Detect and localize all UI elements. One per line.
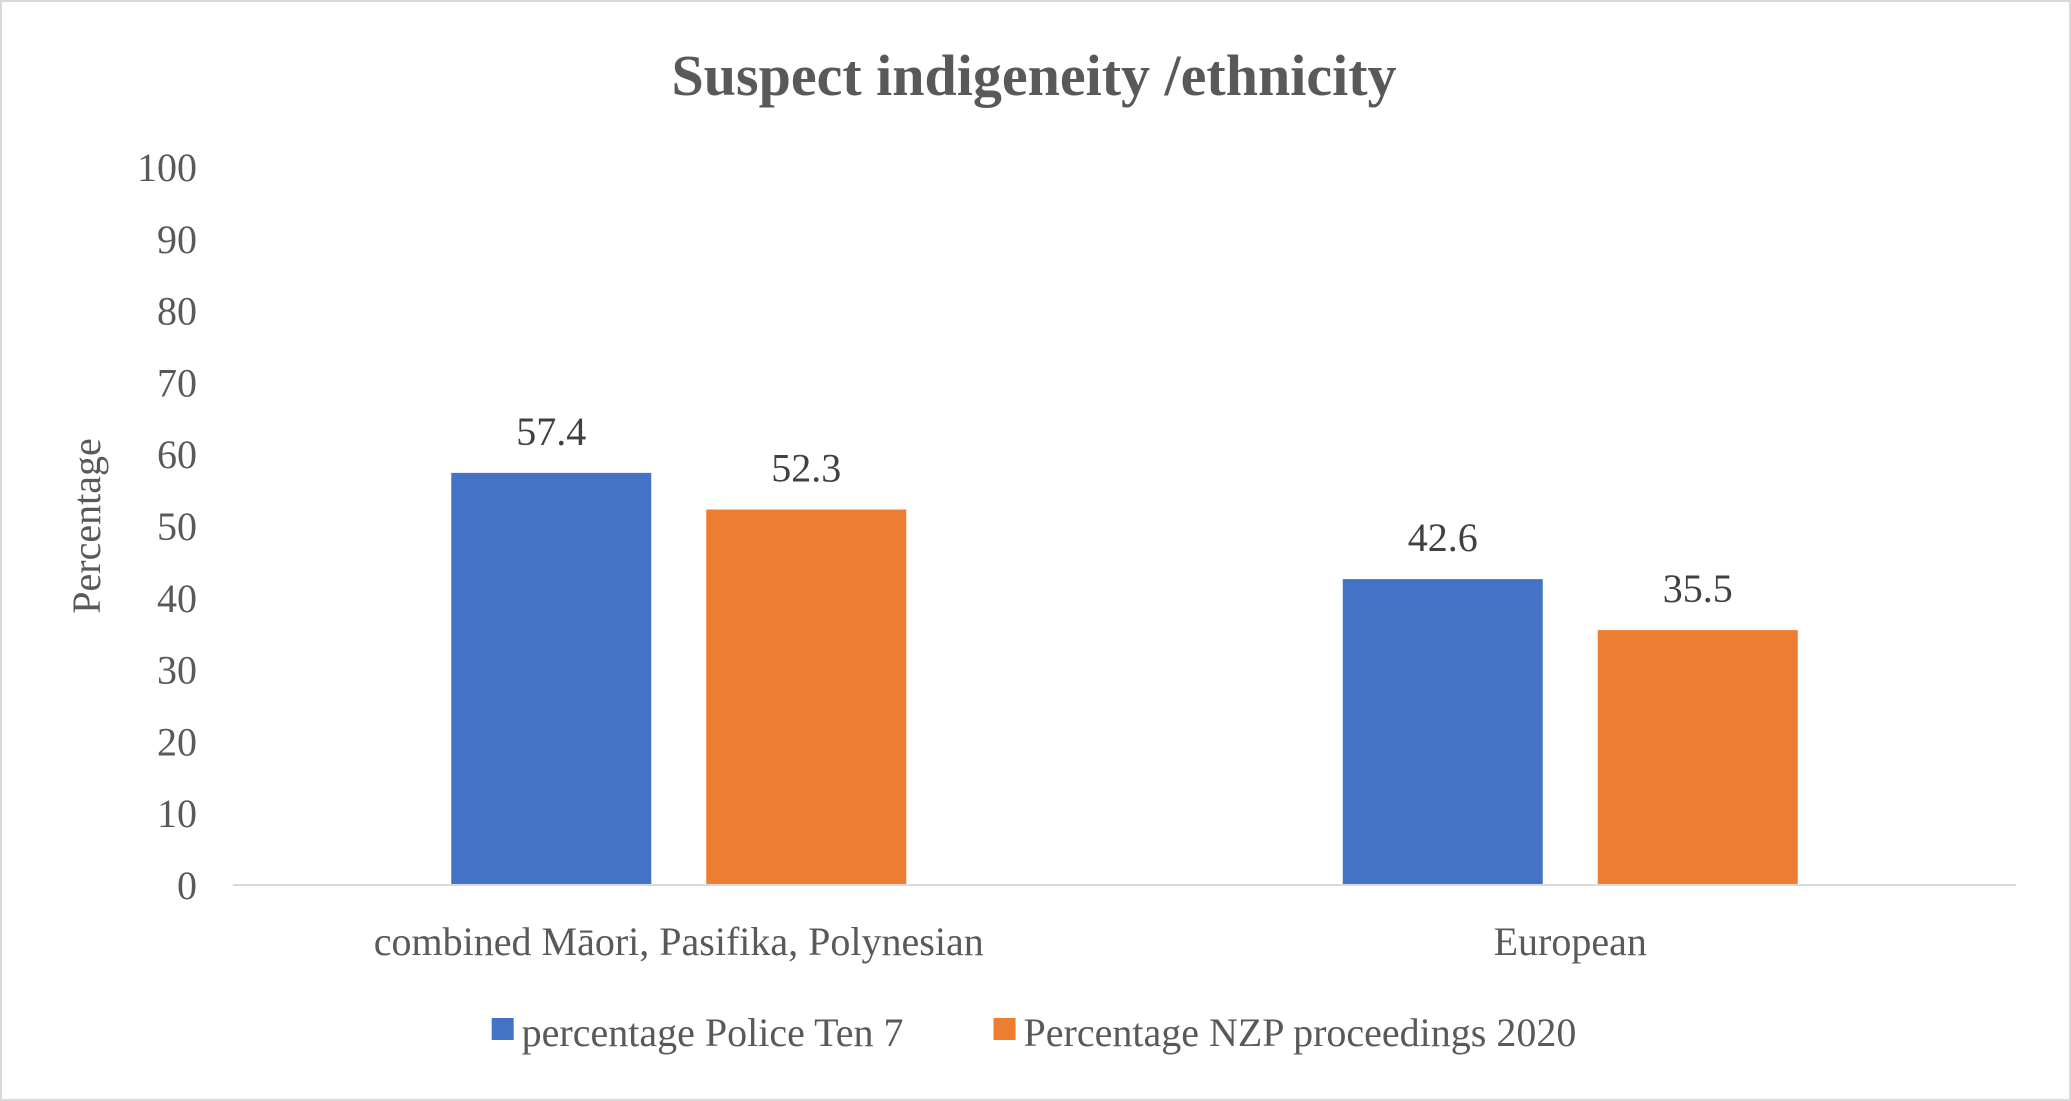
- bar-series: [451, 472, 1798, 885]
- y-tick-label: 60: [157, 432, 197, 477]
- legend-swatch: [491, 1018, 514, 1040]
- legend-label: percentage Police Ten 7: [522, 1010, 904, 1055]
- bar: [1342, 579, 1543, 885]
- bar: [706, 509, 907, 885]
- legend-label: Percentage NZP proceedings 2020: [1024, 1010, 1577, 1055]
- x-category-label: European: [1494, 919, 1647, 964]
- data-label: 42.6: [1408, 515, 1478, 560]
- y-tick-label: 40: [157, 576, 197, 621]
- y-tick-label: 50: [157, 504, 197, 549]
- x-axis-category-labels: combined Māori, Pasifika, Polynesian Euro…: [374, 919, 1647, 964]
- y-axis-ticks: 0 10 20 30 40 50 60 70 80 90 100: [137, 145, 197, 908]
- data-label: 52.3: [771, 445, 841, 490]
- chart-title: Suspect indigeneity /ethnicity: [671, 43, 1396, 108]
- chart-legend: percentage Police Ten 7 Percentage NZP pr…: [491, 1010, 1577, 1055]
- y-tick-label: 30: [157, 648, 197, 693]
- y-tick-label: 80: [157, 289, 197, 334]
- y-tick-label: 10: [157, 791, 197, 836]
- data-label: 35.5: [1663, 566, 1733, 611]
- y-tick-label: 20: [157, 719, 197, 764]
- bar: [1597, 630, 1798, 885]
- y-tick-label: 90: [157, 217, 197, 262]
- y-axis-title: Percentage: [64, 438, 109, 613]
- legend-swatch: [993, 1018, 1016, 1040]
- y-tick-label: 0: [177, 863, 197, 908]
- y-tick-label: 100: [137, 145, 197, 190]
- x-category-label: combined Māori, Pasifika, Polynesian: [374, 919, 984, 964]
- data-labels: 57.4 52.3 42.6 35.5: [516, 409, 1733, 611]
- data-label: 57.4: [516, 409, 586, 454]
- bar: [451, 472, 652, 885]
- y-tick-label: 70: [157, 360, 197, 405]
